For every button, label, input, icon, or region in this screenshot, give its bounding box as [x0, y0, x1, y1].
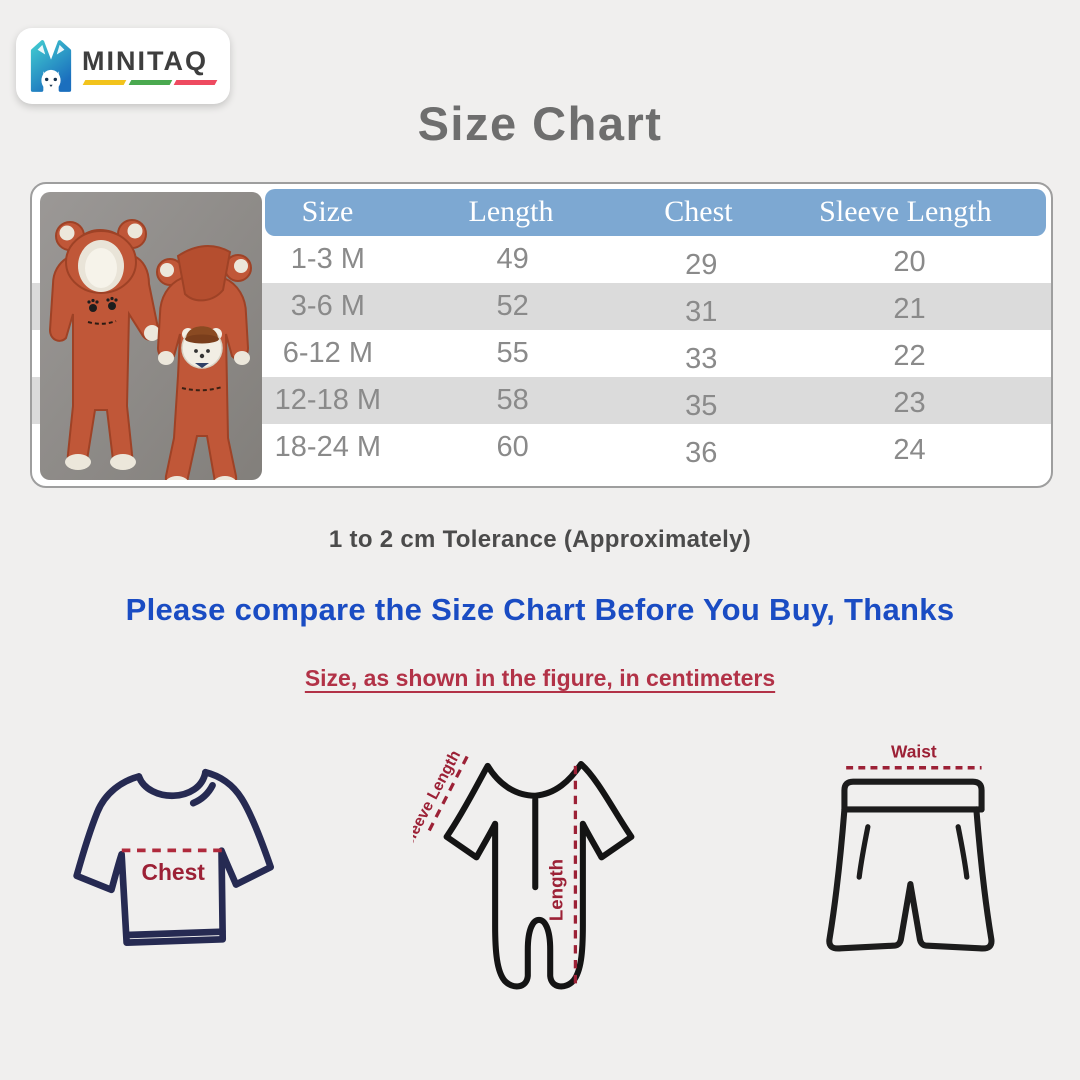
romper-front-illustration: [48, 219, 160, 470]
tshirt-diagram: Chest: [73, 768, 275, 946]
bear-patch: [181, 326, 223, 369]
tshirt-hem: [123, 928, 226, 939]
romper-back-illustration: [156, 245, 252, 480]
table-cell-sleeve: 23: [893, 387, 926, 419]
tshirt-collar-accent: [189, 781, 216, 807]
table-cell-chest: 29: [685, 249, 718, 281]
shorts-pocket-left: [856, 824, 871, 880]
tshirt-collar: [135, 768, 209, 800]
table-cell-chest: 36: [685, 437, 718, 469]
table-cell-length: 49: [496, 243, 529, 275]
header-cell-sleeve: Sleeve Length: [819, 195, 992, 228]
table-cell-sleeve: 21: [893, 293, 926, 325]
brand-logo: MINITAQ: [16, 28, 230, 104]
shorts-waistband: [841, 778, 985, 813]
table-cell-size: 6-12 M: [282, 337, 373, 369]
paw-print-embroidery: [87, 296, 118, 312]
rabbit-m-logo-icon: [30, 40, 72, 92]
table-cell-chest: 33: [685, 343, 718, 375]
size-table-header: Size Length Chest Sleeve Length: [265, 189, 1046, 236]
underline-red: [174, 80, 218, 85]
underline-green: [128, 80, 172, 85]
shorts-pocket-right: [955, 824, 970, 880]
table-cell-length: 60: [496, 431, 529, 463]
table-cell-sleeve: 22: [893, 340, 926, 372]
header-cell-size: Size: [301, 195, 354, 228]
page-title: Size Chart: [417, 97, 663, 150]
waist-label: Waist: [891, 741, 937, 761]
compare-note: Please compare the Size Chart Before You…: [125, 592, 955, 627]
table-cell-sleeve: 20: [893, 246, 926, 278]
table-cell-size: 18-24 M: [274, 431, 382, 463]
table-cell-size: 3-6 M: [290, 290, 365, 322]
product-photo: [40, 192, 262, 480]
header-cell-length: Length: [468, 195, 554, 228]
shorts-outline: [826, 806, 995, 952]
table-cell-chest: 35: [685, 390, 718, 422]
table-cell-size: 12-18 M: [274, 384, 382, 416]
table-cell-size: 1-3 M: [290, 243, 365, 275]
table-row: 1-3 M 49 29 20: [32, 236, 1051, 283]
sleeve-length-label: Sleeve Length: [413, 748, 464, 851]
tshirt-outline: [73, 768, 275, 946]
table-cell-chest: 31: [685, 296, 718, 328]
table-cell-length: 55: [496, 337, 529, 369]
figure-note: Size, as shown in the figure, in centime…: [304, 665, 776, 691]
underline-yellow: [82, 80, 127, 85]
tolerance-note: 1 to 2 cm Tolerance (Approximately): [328, 526, 752, 553]
table-cell-length: 52: [496, 290, 529, 322]
romper-diagram: Length Sleeve Length: [413, 748, 635, 990]
table-row: 18-24 M 60 36 24: [32, 424, 1051, 471]
length-label: Length: [545, 859, 566, 921]
table-row: 6-12 M 55 33 22: [32, 330, 1051, 377]
table-cell-sleeve: 24: [893, 434, 926, 466]
header-cell-chest: Chest: [664, 195, 733, 228]
shorts-diagram: Waist: [826, 741, 995, 952]
baby-romper-photo-illustration: [40, 192, 262, 480]
size-chart-card: 1-3 M 49 29 20 3-6 M 52 31 21 6-12 M 55 …: [30, 182, 1053, 488]
brand-name: MINITAQ: [82, 46, 208, 76]
table-cell-length: 58: [496, 384, 529, 416]
romper-outline: [443, 760, 635, 990]
chest-label: Chest: [141, 859, 205, 885]
logo-underline: [82, 80, 218, 85]
